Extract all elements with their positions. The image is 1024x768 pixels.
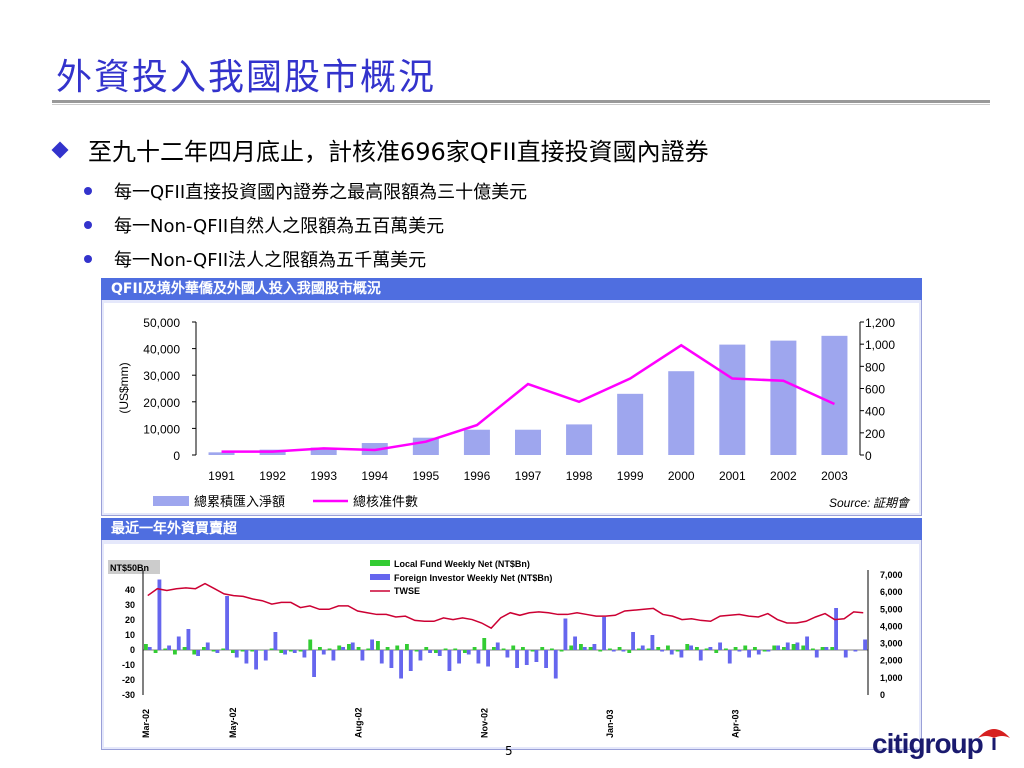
dot-bullet-icon (84, 255, 92, 263)
qfii-chart-header: QFII及境外華僑及外國人投入我國股市概況 (101, 278, 922, 300)
title-divider-thin (52, 104, 990, 105)
page-number: 5 (505, 744, 513, 758)
dot-bullet-icon (84, 221, 92, 229)
qfii-chart-area (104, 303, 919, 513)
foreign-trading-chart-area (104, 544, 919, 747)
umbrella-icon (978, 729, 1010, 750)
page-title: 外資投入我國股市概況 (56, 57, 437, 98)
citigroup-logo: citigroup (872, 728, 1010, 760)
title-divider (52, 100, 990, 103)
sub-bullet: 每一Non-QFII法人之限額為五千萬美元 (84, 246, 426, 272)
sub-bullet-text: 每一Non-QFII自然人之限額為五百萬美元 (114, 216, 445, 237)
foreign-trading-header: 最近一年外資買賣超 (101, 518, 922, 540)
diamond-bullet-icon (51, 141, 69, 158)
logo-text: citigroup (872, 728, 984, 759)
sub-bullet-text: 每一Non-QFII法人之限額為五千萬美元 (114, 250, 427, 271)
main-bullet: 至九十二年四月底止，計核准696家QFII直接投資國內證券 (51, 132, 709, 167)
sub-bullet: 每一QFII直接投資國內證券之最高限額為三十億美元 (84, 178, 527, 204)
main-bullet-text: 至九十二年四月底止，計核准696家QFII直接投資國內證券 (88, 138, 709, 166)
sub-bullet: 每一Non-QFII自然人之限額為五百萬美元 (84, 212, 444, 238)
sub-bullet-text: 每一QFII直接投資國內證券之最高限額為三十億美元 (114, 182, 528, 203)
dot-bullet-icon (84, 187, 92, 195)
